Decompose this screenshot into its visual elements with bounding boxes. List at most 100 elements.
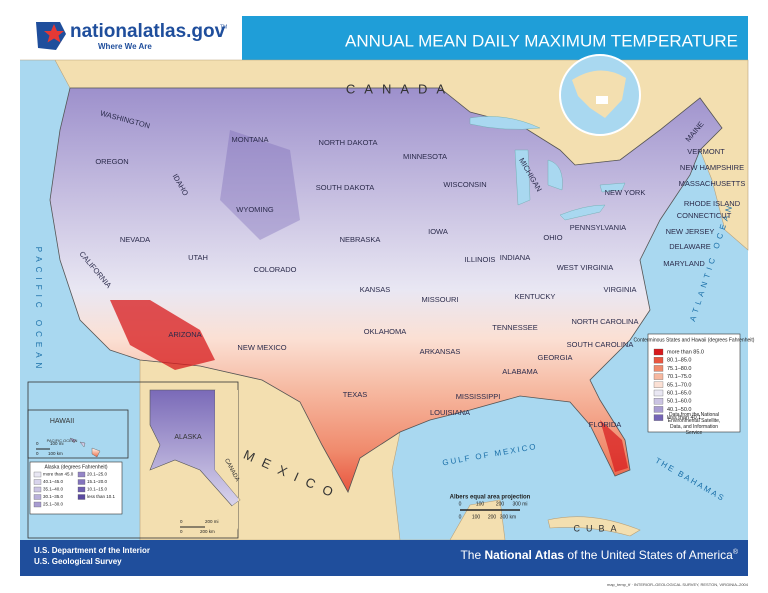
state-label: PENNSYLVANIA [570, 223, 626, 232]
state-label: CONNECTICUT [677, 211, 732, 220]
legend-swatch [653, 398, 664, 405]
credit-part: National Atlas [481, 548, 564, 562]
state-label: ILLINOIS [465, 255, 496, 264]
alaska-legend-swatch [77, 494, 86, 500]
alaska-legend-label: 15.1–20.0 [87, 479, 108, 484]
alaska-scale-mile: 0 [180, 519, 183, 524]
alaska-canada [215, 390, 240, 530]
legend-label: 60.1–65.0 [667, 390, 691, 396]
state-label: FLORIDA [589, 420, 622, 429]
credit-part: The [460, 548, 481, 562]
scale-mile-label: 200 [496, 501, 505, 507]
legend-label: 75.1–80.0 [667, 366, 691, 372]
alaska-legend-label: 30.1–35.0 [43, 494, 64, 499]
state-label: NEW YORK [605, 188, 646, 197]
hawaii-inset [27, 409, 129, 459]
state-label: OHIO [543, 233, 562, 242]
great-lakes [469, 116, 626, 221]
projection-label: Albers equal area projection [450, 495, 531, 501]
alaska-legend-swatch [33, 471, 42, 478]
state-label: NEW JERSEY [666, 227, 715, 236]
scale-km-label: 100 [472, 514, 481, 520]
globe-us [596, 96, 608, 104]
tagline: Where We Are [98, 42, 152, 51]
scale-mile-label: 0 [459, 501, 462, 507]
state-label: GEORGIA [537, 353, 572, 362]
alaska-legend-swatch [33, 486, 42, 493]
state-label: NEBRASKA [340, 235, 381, 244]
water-label: PACIFIC OCEAN [34, 247, 43, 374]
scale-km-label: 0 [459, 514, 462, 520]
legend-box [647, 333, 741, 433]
legend-label: 50.1–60.0 [667, 399, 691, 405]
state-label: OREGON [95, 157, 128, 166]
legend-label: 40.1–50.0 [667, 407, 691, 413]
scale-km-label: 300 km [500, 514, 516, 520]
inset-label: ALASKA [174, 434, 202, 441]
alaska-legend-swatch [33, 494, 42, 500]
footer-band [20, 540, 748, 576]
hawaii-scale-km: 0 [36, 451, 39, 456]
alaska-legend-label: more than 45.0 [43, 472, 74, 477]
alaska-scale-km: 200 km [200, 529, 215, 534]
state-label: WYOMING [236, 205, 274, 214]
state-label: INDIANA [500, 253, 530, 262]
florida-hot-zone [600, 420, 628, 472]
alaska-scale-km: 0 [180, 529, 183, 534]
state-label: NEVADA [120, 235, 150, 244]
state-label: NEW HAMPSHIRE [680, 163, 744, 172]
scale-mile-label: 300 mi [512, 501, 527, 507]
alaska-legend-label: 40.1–45.0 [43, 479, 64, 484]
state-label: SOUTH CAROLINA [567, 340, 634, 349]
state-label: MARYLAND [663, 259, 705, 268]
alaska-legend-label: 35.1–40.0 [43, 487, 64, 492]
state-label: NEW MEXICO [237, 343, 286, 352]
inset-label: HAWAII [50, 418, 74, 425]
alaska-legend-label: less than 10.1 [87, 494, 116, 499]
alaska-legend-label: 25.1–30.0 [43, 502, 64, 507]
legend-label: 80.1–85.0 [667, 358, 691, 364]
state-label: TEXAS [343, 390, 368, 399]
cuba-land [547, 516, 641, 537]
state-label: COLORADO [254, 265, 297, 274]
legend-swatch [653, 348, 664, 356]
country-label: CUBA [573, 523, 622, 533]
credit-part: of the United States of America [564, 548, 733, 562]
state-label: WISCONSIN [443, 180, 486, 189]
alaska-legend-swatch [77, 479, 86, 485]
state-label: LOUISIANA [430, 408, 470, 417]
legend-swatch [653, 381, 664, 388]
legend-swatch [653, 389, 664, 397]
legend-swatch [653, 365, 664, 372]
alaska-legend-label: 20.1–25.0 [87, 472, 108, 477]
state-label: WEST VIRGINIA [557, 263, 614, 272]
alaska-legend-box [29, 461, 123, 515]
trademark: TM [220, 24, 227, 30]
legend-swatch [653, 406, 664, 413]
rockies-cool-zone [220, 130, 300, 240]
state-label: KENTUCKY [515, 292, 556, 301]
state-label: SOUTH DAKOTA [316, 183, 375, 192]
state-label: MISSOURI [421, 295, 458, 304]
alaska-legend-label: 10.1–15.0 [87, 487, 108, 492]
department-name: U.S. Department of the Interior [34, 546, 150, 555]
state-label: IOWA [428, 227, 448, 236]
southwest-hot-zone [110, 300, 215, 370]
legend-label: less than 40.1 [667, 415, 701, 421]
credit-part: ® [733, 548, 739, 556]
legend-label: 70.1–75.0 [667, 374, 691, 380]
globe-land [572, 70, 626, 118]
legend-note: Data from the National Environmental Sate… [668, 412, 721, 436]
legend-label: more than 85.0 [667, 349, 704, 355]
logo-star [44, 24, 64, 43]
state-label: NORTH DAKOTA [319, 138, 378, 147]
state-label: MONTANA [232, 135, 269, 144]
hawaii-scale-km: 100 km [48, 451, 63, 456]
state-label: VIRGINIA [604, 285, 637, 294]
map-title: ANNUAL MEAN DAILY MAXIMUM TEMPERATURE [345, 31, 738, 50]
footer-credit: The National Atlas of the United States … [460, 548, 738, 562]
legend-swatch [653, 373, 664, 380]
alaska-legend-swatch [77, 471, 86, 478]
imprint: map_temp_tf · INTERIOR–GEOLOGICAL SURVEY… [607, 582, 749, 587]
